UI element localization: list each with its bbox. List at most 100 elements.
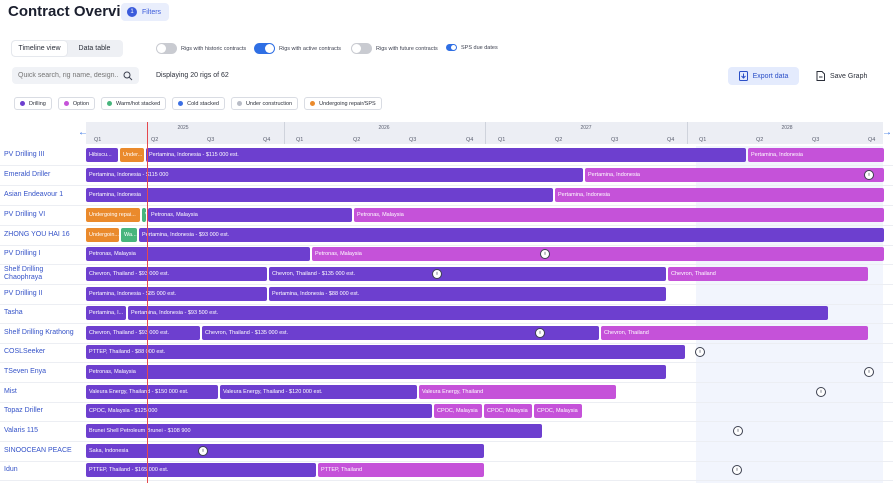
- rig-name-link[interactable]: Topaz Driller: [4, 406, 43, 414]
- contract-bar[interactable]: Under...: [120, 148, 144, 162]
- arrow-right-icon[interactable]: →: [882, 127, 892, 138]
- contract-bar[interactable]: Pertamina, Indonesia: [555, 188, 884, 202]
- contract-bar[interactable]: Chevron, Thailand: [601, 326, 868, 340]
- rig-name-link[interactable]: PV Drilling VI: [4, 210, 46, 218]
- sps-due-icon[interactable]: ♁: [695, 347, 705, 357]
- contract-bar[interactable]: Pertamina, Indonesia: [748, 148, 884, 162]
- rig-name-link[interactable]: TSeven Enya: [4, 367, 47, 375]
- contract-bar[interactable]: Petronas, Malaysia: [86, 365, 666, 379]
- legend-item[interactable]: Under construction: [230, 97, 299, 110]
- contract-bar[interactable]: Wa...: [121, 228, 137, 242]
- rig-name-link[interactable]: PV Drilling I: [4, 249, 41, 257]
- sps-due-icon[interactable]: ♁: [198, 446, 208, 456]
- contract-bar[interactable]: Valeura Energy, Thailand - $120 000 est.: [220, 385, 417, 399]
- toggle-track[interactable]: [156, 43, 177, 54]
- contract-bar[interactable]: Pertamina, Indonesia: [585, 168, 884, 182]
- contract-bar[interactable]: CPOC, Malaysia - $125 000: [86, 404, 432, 418]
- search-icon[interactable]: [123, 71, 133, 81]
- sps-due-icon[interactable]: ♁: [816, 387, 826, 397]
- rig-name-link[interactable]: Shelf Drilling Chaophraya: [4, 265, 44, 281]
- rig-name-link[interactable]: SINOOCEAN PEACE: [4, 446, 72, 454]
- contract-bar[interactable]: Pertamina, Indonesia - $93 500 est.: [128, 306, 828, 320]
- contract-bar[interactable]: Brunei Shell Petroleum Brunei - $108 900: [86, 424, 542, 438]
- contract-bar[interactable]: Undergoin...: [86, 228, 119, 242]
- contract-bar[interactable]: Petronas, Malaysia: [148, 208, 352, 222]
- quarter-label: Q1: [498, 137, 506, 143]
- rig-name-link[interactable]: Tasha: [4, 308, 23, 316]
- contract-bar[interactable]: Saka, Indonesia: [86, 444, 484, 458]
- view-toggle: Timeline view Data table: [11, 40, 123, 57]
- search-input[interactable]: [18, 72, 118, 79]
- rig-name-link[interactable]: Asian Endeavour 1: [4, 190, 64, 198]
- sps-due-icon[interactable]: ♁: [732, 465, 742, 475]
- rig-name-link[interactable]: COSLSeeker: [4, 347, 46, 355]
- toggle-active-contracts[interactable]: Rigs with active contracts: [254, 43, 341, 54]
- toggle-sps-due-dates[interactable]: SPS due dates: [446, 42, 498, 53]
- toggle-future-contracts[interactable]: Rigs with future contracts: [351, 43, 438, 54]
- tab-timeline-view[interactable]: Timeline view: [12, 41, 67, 56]
- legend-item[interactable]: Option: [57, 97, 96, 110]
- contract-bar[interactable]: Undergoing repai...: [86, 208, 140, 222]
- toggle-track[interactable]: [254, 43, 275, 54]
- filters-button[interactable]: 1 Filters: [121, 3, 170, 21]
- export-data-button[interactable]: Export data: [728, 67, 799, 85]
- contract-bar[interactable]: Valeura Energy, Thailand: [419, 385, 616, 399]
- sps-due-icon[interactable]: ♁: [864, 170, 874, 180]
- contract-bar[interactable]: V: [142, 208, 146, 222]
- year-divider: [485, 122, 486, 144]
- rig-name-link[interactable]: ZHONG YOU HAI 16: [4, 230, 70, 238]
- contract-bar[interactable]: CPOC, Malaysia: [484, 404, 532, 418]
- contract-bar[interactable]: CPOC, Malaysia: [534, 404, 582, 418]
- contract-bar[interactable]: Pertamina, Indonesia - $88 000 est.: [269, 287, 666, 301]
- rig-name-link[interactable]: Valaris 115: [4, 426, 38, 434]
- contract-bar[interactable]: Petronas, Malaysia: [354, 208, 884, 222]
- contract-bar[interactable]: Petronas, Malaysia: [312, 247, 884, 261]
- save-graph-button[interactable]: Save Graph: [816, 67, 867, 85]
- contract-bar[interactable]: Pertamina, Indonesia - $115 000: [86, 168, 583, 182]
- toggle-historic-contracts[interactable]: Rigs with historic contracts: [156, 43, 246, 54]
- toggle-track[interactable]: [351, 43, 372, 54]
- quarter-label: Q3: [207, 137, 215, 143]
- contract-bar[interactable]: PTTEP, Thailand: [318, 463, 484, 477]
- contract-bar[interactable]: Pertamina, I...: [86, 306, 126, 320]
- sps-due-icon[interactable]: ♁: [535, 328, 545, 338]
- rig-name-link[interactable]: Mist: [4, 387, 17, 395]
- sps-due-icon[interactable]: ♁: [432, 269, 442, 279]
- contract-bar[interactable]: CPOC, Malaysia: [434, 404, 482, 418]
- legend-dot-icon: [310, 101, 316, 106]
- contract-bar[interactable]: PTTEP, Thailand - $88 000 est.: [86, 345, 685, 359]
- arrow-left-icon[interactable]: ←: [78, 127, 88, 138]
- legend-label: Warm/hot stacked: [116, 100, 161, 107]
- contract-bar[interactable]: Chevron, Thailand - $135 000 est.: [269, 267, 666, 281]
- contract-bar[interactable]: Pertamina, Indonesia - $115 000 est.: [146, 148, 746, 162]
- rig-name-link[interactable]: PV Drilling II: [4, 289, 43, 297]
- contract-bar[interactable]: Hibiscu...: [86, 148, 118, 162]
- contract-bar[interactable]: Valeura Energy, Thailand - $150 000 est.: [86, 385, 218, 399]
- tab-data-table[interactable]: Data table: [78, 45, 111, 52]
- contract-bar[interactable]: Chevron, Thailand - $135 000 est.: [202, 326, 599, 340]
- quarter-label: Q2: [151, 137, 159, 143]
- sps-due-icon[interactable]: ♁: [540, 249, 550, 259]
- legend-item[interactable]: Cold stacked: [172, 97, 225, 110]
- contract-bar[interactable]: Pertamina, Indonesia - $85 000 est.: [86, 287, 267, 301]
- legend-item[interactable]: Drilling: [14, 97, 52, 110]
- sps-due-icon[interactable]: ♁: [864, 367, 874, 377]
- rig-name-link[interactable]: PV Drilling III: [4, 150, 45, 158]
- rig-name-link[interactable]: Emerald Driller: [4, 170, 51, 178]
- legend-item[interactable]: Warm/hot stacked: [101, 97, 167, 110]
- contract-bar[interactable]: Pertamina, Indonesia: [86, 188, 553, 202]
- row-divider: [0, 165, 893, 166]
- legend-item[interactable]: Undergoing repair/SPS: [304, 97, 382, 110]
- contract-bar[interactable]: Chevron, Thailand - $93 000 est.: [86, 326, 200, 340]
- contract-bar[interactable]: Pertamina, Indonesia - $93 000 est.: [139, 228, 884, 242]
- rig-name-link[interactable]: Idun: [4, 465, 18, 473]
- contract-bar[interactable]: Chevron, Thailand: [668, 267, 868, 281]
- toggle-track[interactable]: [446, 44, 457, 51]
- contract-bar[interactable]: PTTEP, Thailand - $165 000 est.: [86, 463, 316, 477]
- row-divider: [0, 461, 893, 462]
- contract-bar[interactable]: Chevron, Thailand - $93 000 est.: [86, 267, 267, 281]
- rig-name-link[interactable]: Shelf Drilling Krathong: [4, 328, 74, 336]
- contract-bar[interactable]: Petronas, Malaysia: [86, 247, 310, 261]
- sps-due-icon[interactable]: ♁: [733, 426, 743, 436]
- filters-label: Filters: [142, 8, 162, 16]
